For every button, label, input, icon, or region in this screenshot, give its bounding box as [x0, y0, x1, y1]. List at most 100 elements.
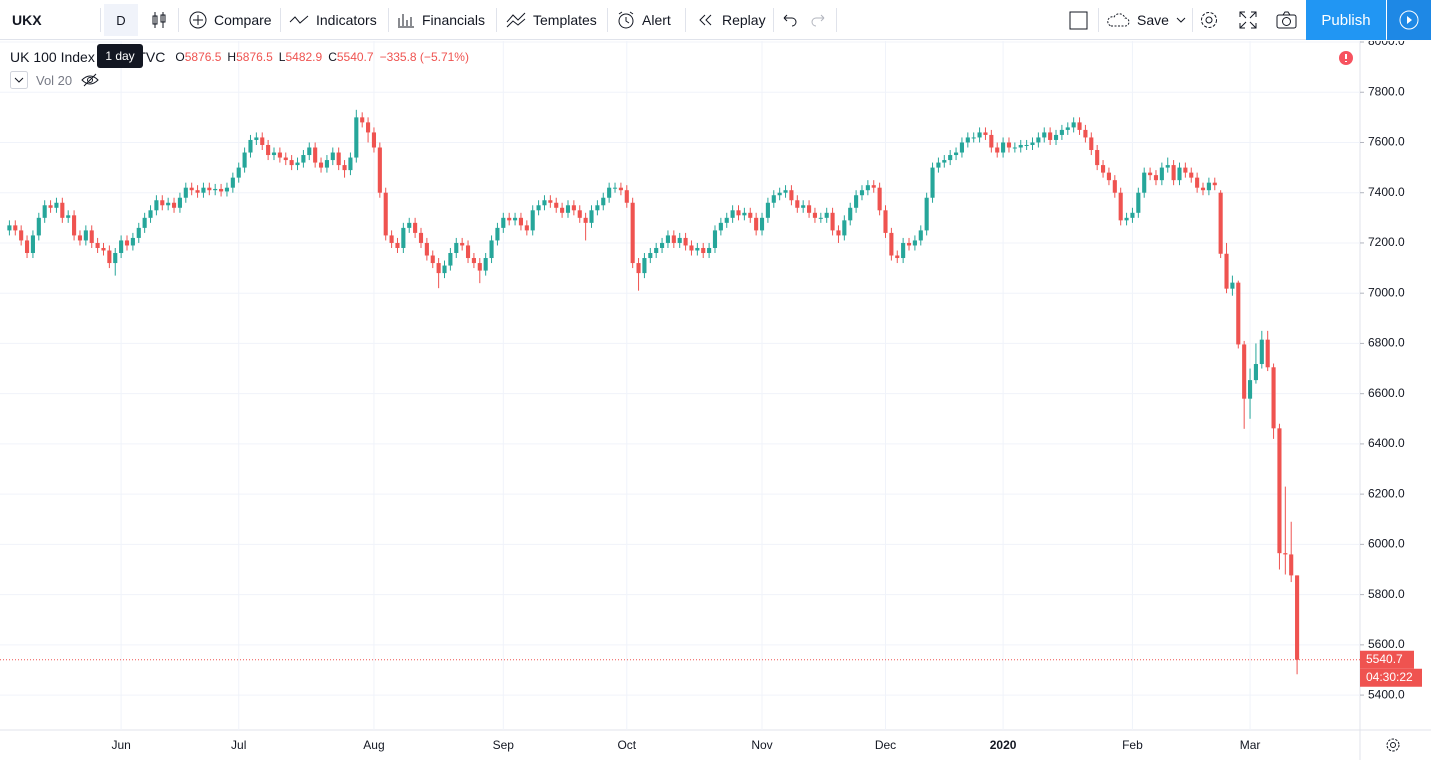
toolbar-button[interactable]: Alert — [616, 0, 671, 40]
candle-body — [1224, 253, 1229, 289]
y-tick-label: 7800.0 — [1368, 84, 1405, 98]
candle-body — [183, 187, 188, 198]
candle-body — [1259, 339, 1264, 365]
candle-body — [119, 240, 124, 253]
candle-body — [912, 240, 917, 246]
candle-body — [236, 167, 241, 178]
ohlc-key: H — [227, 50, 237, 64]
candle-body — [583, 217, 588, 223]
candle-body — [465, 245, 471, 259]
icon — [506, 12, 526, 28]
candle-body — [436, 263, 441, 274]
candle-body — [489, 240, 494, 259]
candle-body — [1212, 182, 1217, 186]
candle-body — [924, 197, 929, 231]
candle-body — [124, 240, 130, 246]
settings-icon[interactable] — [1386, 738, 1400, 752]
toolbar-button[interactable]: Replay — [696, 0, 766, 40]
candle-body — [195, 190, 200, 193]
candle-body — [389, 235, 394, 243]
symbol[interactable]: UKX — [12, 12, 42, 28]
candle-body — [442, 265, 447, 274]
candle-body — [624, 190, 629, 203]
candle-body — [224, 187, 230, 192]
candle-body — [207, 187, 212, 191]
candle-body — [401, 227, 406, 248]
candle-body — [883, 210, 888, 233]
separator — [1098, 8, 1099, 32]
candle-body — [989, 134, 994, 148]
price-label: 5540.7 — [1366, 652, 1403, 666]
candle-body — [918, 230, 923, 241]
candle-body — [1030, 142, 1035, 145]
candle-body — [936, 162, 941, 168]
candle-body — [424, 242, 429, 256]
candle-body — [1112, 180, 1117, 193]
label: Alert — [642, 12, 671, 28]
candle-body — [171, 202, 177, 208]
candle-body — [1077, 122, 1082, 130]
candle-body — [201, 187, 206, 193]
candle-body — [24, 240, 30, 253]
candle-body — [313, 147, 318, 163]
y-tick-label: 6800.0 — [1368, 336, 1405, 350]
candle-body — [242, 152, 247, 168]
candle-body — [759, 217, 765, 231]
candle-body — [248, 139, 253, 153]
candle-body — [295, 162, 300, 166]
candle-body — [901, 242, 906, 259]
interval[interactable]: D — [104, 4, 138, 36]
chart-style-icon[interactable] — [150, 10, 168, 30]
candle-body — [1159, 167, 1164, 181]
collapse-button[interactable] — [10, 71, 28, 89]
undo-redo[interactable] — [780, 10, 828, 30]
candle-body — [513, 217, 518, 221]
save-button[interactable]: Save — [1105, 0, 1187, 40]
ohlc-value: 5540.7 — [336, 50, 374, 64]
separator — [685, 8, 686, 32]
candle-body — [1053, 134, 1059, 140]
candle-body — [1036, 137, 1041, 143]
candle-body — [177, 197, 182, 208]
candle-body — [324, 160, 329, 168]
indicator-label: Vol 20 — [36, 72, 73, 88]
y-tick-label: 6200.0 — [1368, 486, 1405, 500]
settings-icon[interactable] — [1199, 10, 1221, 32]
screenshot-icon[interactable] — [1276, 10, 1298, 32]
candle-body — [695, 247, 700, 251]
candle-body — [995, 147, 1000, 153]
candle-body — [1253, 364, 1258, 381]
toolbar-button[interactable]: Financials — [396, 0, 485, 40]
candle-body — [654, 247, 659, 253]
publish-menu[interactable] — [1387, 0, 1431, 40]
toolbar-button[interactable]: Indicators — [288, 0, 377, 40]
toolbar-button[interactable]: Compare — [188, 0, 272, 40]
candle-body — [95, 242, 100, 248]
toolbar: UKX D Compare Indicators Financials Temp… — [0, 0, 1431, 40]
toolbar-button[interactable]: Templates — [505, 0, 597, 40]
icon — [618, 11, 634, 29]
countdown: 04:30:22 — [1366, 670, 1413, 684]
candle-body — [160, 200, 165, 206]
hidden-icon[interactable] — [80, 72, 100, 88]
candle-body — [254, 137, 259, 140]
candle-body — [66, 215, 71, 218]
countdown-bg — [1360, 668, 1422, 687]
y-tick-label: 5400.0 — [1368, 687, 1405, 701]
candle-body — [953, 152, 959, 156]
separator — [388, 8, 389, 32]
candle-body — [1177, 167, 1182, 181]
layout-icon[interactable] — [1068, 10, 1090, 32]
candle-body — [795, 200, 800, 208]
candle-body — [354, 117, 359, 158]
candle-body — [377, 147, 382, 193]
candle-body — [906, 242, 912, 246]
candle-body — [1265, 339, 1270, 368]
fullscreen-icon[interactable] — [1238, 10, 1260, 32]
x-tick-label: Jul — [231, 738, 246, 752]
publish-button[interactable]: Publish — [1306, 0, 1386, 40]
candle-body — [1195, 177, 1200, 188]
candle-body — [1236, 282, 1241, 345]
candle-body — [548, 200, 553, 203]
icon — [1107, 13, 1130, 27]
